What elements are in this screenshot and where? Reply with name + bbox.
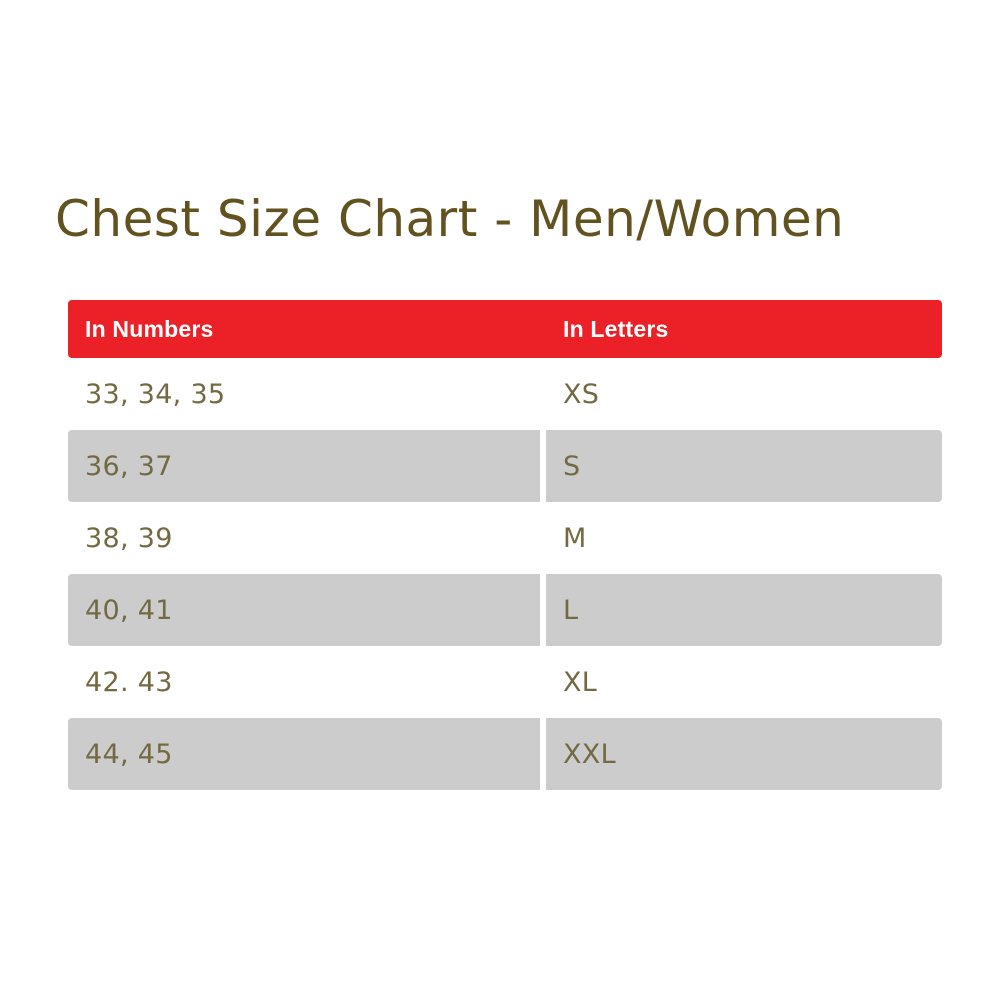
cell-numbers: 42. 43 — [68, 646, 540, 718]
table-row: 38, 39 M — [68, 502, 942, 574]
page-title: Chest Size Chart - Men/Women — [55, 190, 845, 248]
cell-letters: XS — [546, 358, 942, 430]
column-header-in-numbers: In Numbers — [68, 300, 540, 358]
cell-letters: XXL — [546, 718, 942, 790]
table-header-row: In Numbers In Letters — [68, 300, 942, 358]
column-divider — [540, 502, 546, 574]
column-divider — [540, 718, 546, 790]
cell-numbers: 33, 34, 35 — [68, 358, 540, 430]
column-divider — [540, 646, 546, 718]
cell-numbers: 38, 39 — [68, 502, 540, 574]
cell-numbers: 40, 41 — [68, 574, 540, 646]
cell-letters: L — [546, 574, 942, 646]
table-row: 33, 34, 35 XS — [68, 358, 942, 430]
table-row: 36, 37 S — [68, 430, 942, 502]
table-row: 40, 41 L — [68, 574, 942, 646]
table-row: 44, 45 XXL — [68, 718, 942, 790]
column-header-in-letters: In Letters — [546, 300, 942, 358]
chest-size-table: In Numbers In Letters 33, 34, 35 XS 36, … — [68, 300, 942, 790]
cell-letters: M — [546, 502, 942, 574]
cell-letters: XL — [546, 646, 942, 718]
cell-numbers: 44, 45 — [68, 718, 540, 790]
column-divider — [540, 300, 546, 358]
cell-letters: S — [546, 430, 942, 502]
cell-numbers: 36, 37 — [68, 430, 540, 502]
column-divider — [540, 430, 546, 502]
table-row: 42. 43 XL — [68, 646, 942, 718]
column-divider — [540, 574, 546, 646]
column-divider — [540, 358, 546, 430]
